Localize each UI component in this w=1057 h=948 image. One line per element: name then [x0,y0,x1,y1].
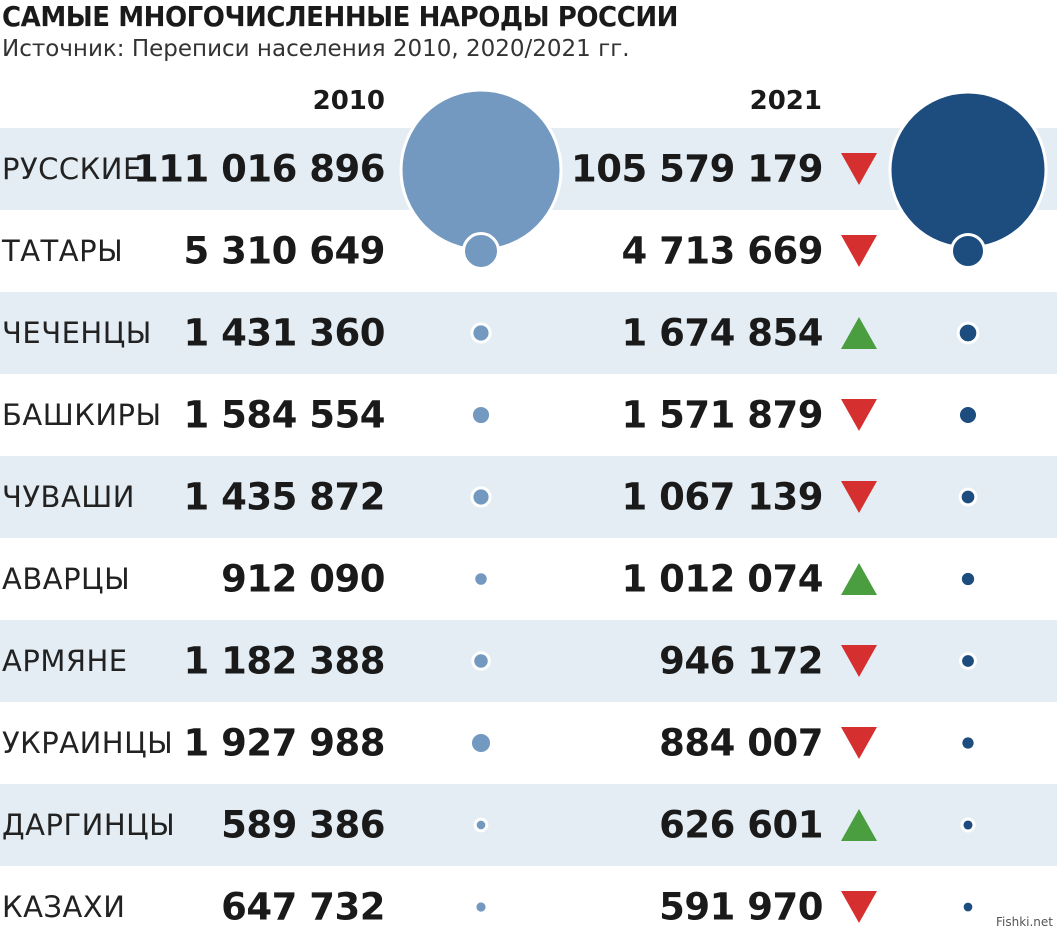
value-2021: 4 713 669 [621,229,824,273]
table-row: РУССКИЕ 111 016 896 105 579 179 [0,128,1057,210]
row-name: ЧЕЧЕНЦЫ [2,316,152,350]
value-2021: 626 601 [659,803,823,847]
table-row: КАЗАХИ 647 732 591 970 [0,866,1057,948]
value-2010: 1 182 388 [183,639,386,683]
value-2021: 946 172 [659,639,823,683]
chart-subtitle: Источник: Переписи населения 2010, 2020/… [2,36,630,62]
table-row: ДАРГИНЦЫ 589 386 626 601 [0,784,1057,866]
value-2010: 111 016 896 [133,147,385,191]
value-2010: 589 386 [221,803,385,847]
table-row: ТАТАРЫ 5 310 649 4 713 669 [0,210,1057,292]
value-2021: 1 571 879 [621,393,824,437]
trend-down-icon [841,645,877,677]
trend-down-icon [841,235,877,267]
trend-up-icon [841,317,877,349]
value-2010: 1 435 872 [183,475,386,519]
value-2021: 1 674 854 [621,311,824,355]
trend-up-icon [841,809,877,841]
population-table: РУССКИЕ 111 016 896 105 579 179 ТАТАРЫ 5 310… [0,128,1057,948]
trend-down-icon [841,891,877,923]
row-name: ЧУВАШИ [2,480,135,514]
trend-down-icon [841,399,877,431]
value-2010: 1 584 554 [183,393,386,437]
row-name: РУССКИЕ [2,152,142,186]
value-2010: 912 090 [221,557,385,601]
row-name: КАЗАХИ [2,890,126,924]
chart-title: САМЫЕ МНОГОЧИСЛЕННЫЕ НАРОДЫ РОССИИ [2,0,678,33]
table-row: УКРАИНЦЫ 1 927 988 884 007 [0,702,1057,784]
value-2010: 647 732 [221,885,385,929]
table-row: ЧЕЧЕНЦЫ 1 431 360 1 674 854 [0,292,1057,374]
row-name: ТАТАРЫ [2,234,124,268]
value-2021: 591 970 [659,885,823,929]
value-2010: 1 927 988 [183,721,386,765]
trend-down-icon [841,727,877,759]
column-header-2010: 2010 [312,86,385,116]
value-2021: 1 067 139 [621,475,824,519]
trend-down-icon [841,153,877,185]
value-2010: 1 431 360 [183,311,386,355]
column-header-2021: 2021 [749,86,822,116]
value-2021: 105 579 179 [571,147,823,191]
value-2021: 1 012 074 [621,557,824,601]
table-row: АВАРЦЫ 912 090 1 012 074 [0,538,1057,620]
table-row: АРМЯНЕ 1 182 388 946 172 [0,620,1057,702]
row-name: УКРАИНЦЫ [2,726,174,760]
row-name: АРМЯНЕ [2,644,128,678]
trend-up-icon [841,563,877,595]
value-2021: 884 007 [659,721,823,765]
watermark: Fishki.net [995,915,1053,929]
row-name: ДАРГИНЦЫ [2,808,176,842]
table-row: БАШКИРЫ 1 584 554 1 571 879 [0,374,1057,456]
value-2010: 5 310 649 [183,229,386,273]
row-name: АВАРЦЫ [2,562,131,596]
row-name: БАШКИРЫ [2,398,162,432]
trend-down-icon [841,481,877,513]
table-row: ЧУВАШИ 1 435 872 1 067 139 [0,456,1057,538]
